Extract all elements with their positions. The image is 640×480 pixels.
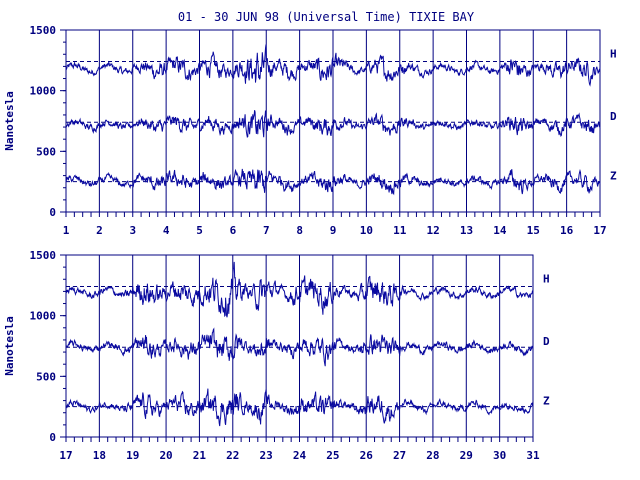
component-label-d: D [610,110,617,123]
x-tick-label: 14 [493,224,507,237]
x-tick-label: 22 [226,449,239,462]
chart-title: 01 - 30 JUN 98 (Universal Time) TIXIE BA… [178,10,475,24]
x-tick-label: 19 [126,449,139,462]
panel-2: 17 18 19 20 21 22 23 24 25 26 27 28 29 30 31 0 500 1000 15… [3,249,550,462]
x-tick-label: 15 [527,224,540,237]
x-tick-label: 26 [360,449,374,462]
x-tick-label: 25 [326,449,339,462]
component-label-h: H [610,48,617,61]
x-tick-label: 2 [96,224,103,237]
x-tick-label: 27 [393,449,406,462]
trace-z [65,388,534,427]
x-tick-label: 4 [163,224,170,237]
component-label-d: D [543,335,550,348]
x-tick-label: 9 [330,224,337,237]
x-tick-label: 10 [360,224,373,237]
x-tick-label: 3 [129,224,136,237]
y-tick-label: 0 [49,206,56,219]
x-tick-label: 21 [193,449,207,462]
x-tick-label: 11 [393,224,407,237]
x-tick-label: 7 [263,224,270,237]
trace-d [65,327,534,367]
y-tick-label: 1000 [30,85,57,98]
panel-1: 1 2 3 4 5 6 7 8 9 10 11 12 13 14 15 16 17050010001500Nan… [3,24,617,237]
trace-h [65,44,601,87]
y-axis-label: Nanotesla [3,316,16,376]
x-tick-label: 24 [293,449,307,462]
x-tick-label: 31 [526,449,540,462]
x-tick-label: 8 [296,224,303,237]
component-label-h: H [543,273,550,286]
x-tick-label: 16 [560,224,574,237]
x-tick-label: 1 [63,224,70,237]
x-tick-label: 30 [493,449,506,462]
y-tick-label: 1500 [30,249,57,262]
y-tick-label: 0 [49,431,56,444]
x-tick-label: 13 [460,224,473,237]
x-tick-label: 12 [427,224,440,237]
x-tick-label: 20 [159,449,172,462]
x-tick-label: 6 [230,224,237,237]
y-tick-label: 1500 [30,24,57,37]
x-tick-label: 18 [93,449,106,462]
x-tick-label: 17 [593,224,606,237]
component-label-z: Z [610,170,617,183]
y-tick-label: 1000 [30,310,57,323]
y-tick-label: 500 [36,370,56,383]
x-tick-label: 17 [59,449,72,462]
y-tick-label: 500 [36,145,56,158]
x-tick-label: 28 [426,449,439,462]
x-tick-label: 29 [460,449,473,462]
component-label-z: Z [543,395,550,408]
trace-z [65,168,601,196]
y-axis-label: Nanotesla [3,91,16,151]
x-tick-label: 23 [260,449,273,462]
trace-h [65,261,534,318]
trace-d [65,110,601,138]
x-tick-label: 5 [196,224,203,237]
